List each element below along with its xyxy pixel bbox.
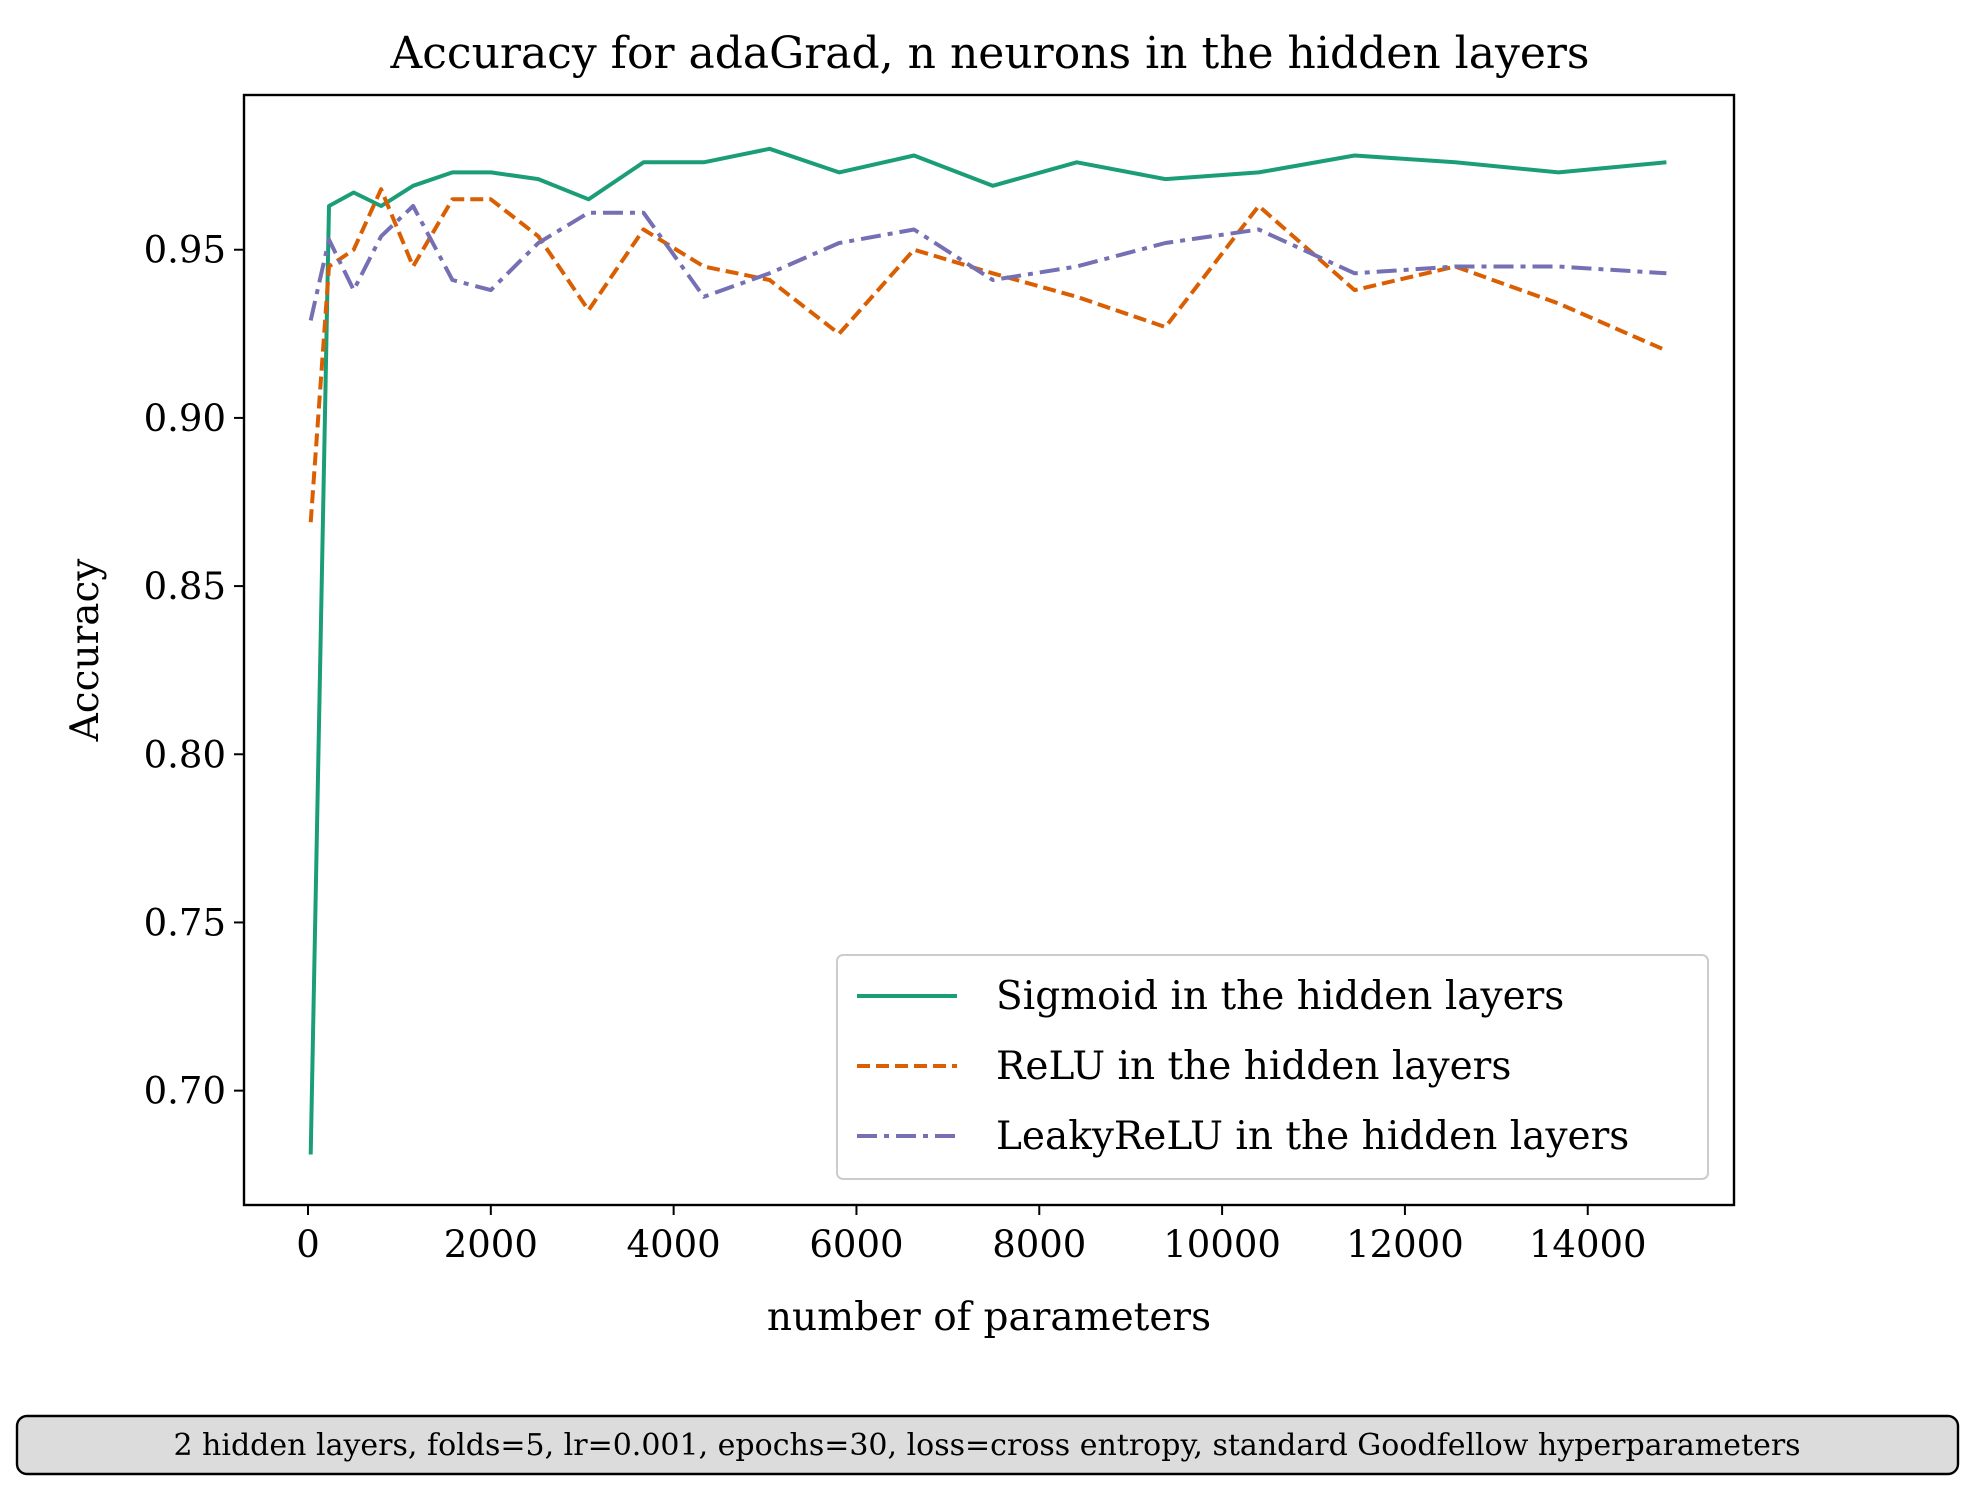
y-tick-label: 0.85 bbox=[144, 565, 226, 608]
x-axis-label: number of parameters bbox=[767, 1295, 1211, 1340]
x-tick-label: 10000 bbox=[1163, 1223, 1281, 1266]
series-line-2 bbox=[308, 187, 1668, 523]
legend-label-1: Sigmoid in the hidden layers bbox=[996, 974, 1564, 1019]
parameter-note-text: 2 hidden layers, folds=5, lr=0.001, epoc… bbox=[173, 1428, 1800, 1463]
chart-title: Accuracy for adaGrad, n neurons in the h… bbox=[390, 28, 1590, 79]
legend-label-3: LeakyReLU in the hidden layers bbox=[996, 1114, 1629, 1159]
legend-label-2: ReLU in the hidden layers bbox=[996, 1044, 1511, 1089]
legend-box bbox=[836, 954, 1709, 1180]
x-axis: 0 2000 4000 6000 8000 10000 12000 14000 bbox=[296, 1205, 1647, 1266]
x-tick-label: 14000 bbox=[1529, 1223, 1647, 1266]
parameter-note: 2 hidden layers, folds=5, lr=0.001, epoc… bbox=[15, 1414, 1960, 1476]
x-tick-label: 8000 bbox=[992, 1223, 1086, 1266]
x-tick-label: 4000 bbox=[627, 1223, 721, 1266]
parameter-note-box bbox=[15, 1414, 1960, 1476]
legend: Sigmoid in the hidden layers ReLU in the … bbox=[836, 954, 1709, 1180]
x-tick-label: 12000 bbox=[1346, 1223, 1464, 1266]
x-tick-label: 0 bbox=[296, 1223, 320, 1266]
series-lines bbox=[308, 146, 1668, 1155]
series-line-1 bbox=[308, 146, 1667, 1155]
plot-area bbox=[242, 93, 1736, 1207]
y-tick-label: 0.90 bbox=[144, 397, 226, 440]
y-tick-label: 0.75 bbox=[144, 901, 226, 944]
y-axis: 0.70 0.75 0.80 0.85 0.90 0.95 bbox=[144, 229, 244, 1113]
y-axis-label: Accuracy bbox=[63, 559, 108, 743]
series-line-3 bbox=[308, 204, 1667, 321]
x-tick-label: 2000 bbox=[444, 1223, 538, 1266]
y-tick-label: 0.95 bbox=[144, 229, 226, 272]
x-tick-label: 6000 bbox=[809, 1223, 903, 1266]
y-tick-label: 0.80 bbox=[144, 733, 226, 776]
y-tick-label: 0.70 bbox=[144, 1070, 226, 1113]
